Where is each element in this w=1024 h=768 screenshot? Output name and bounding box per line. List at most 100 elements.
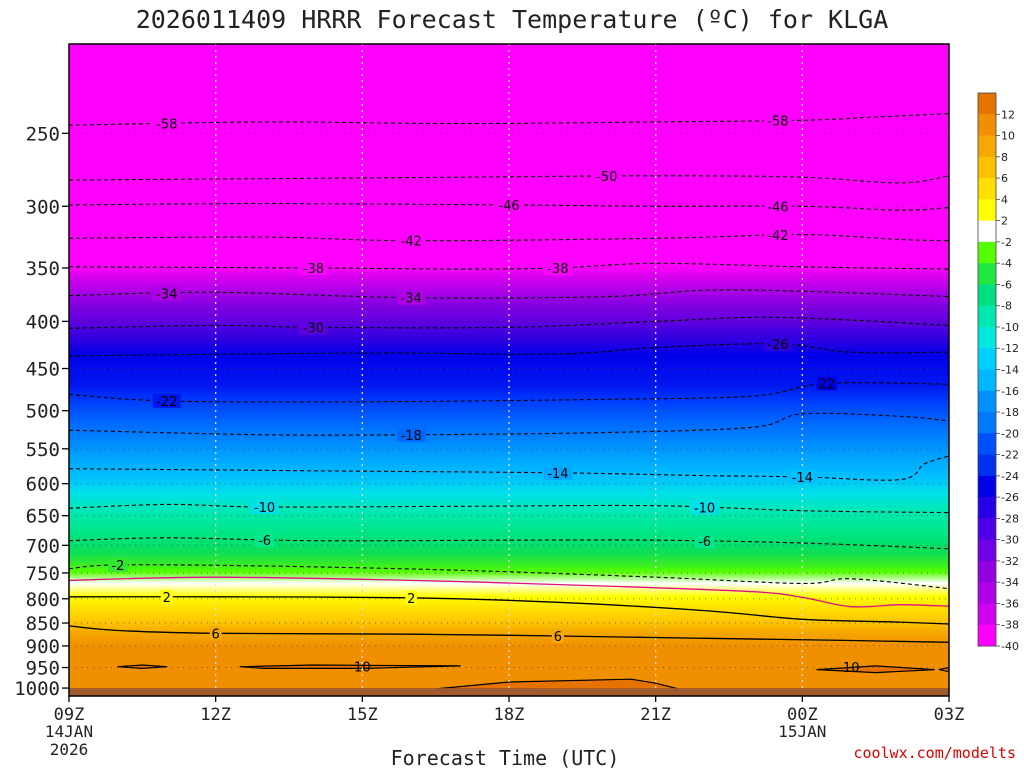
contour-label--34-1: -34 [401, 292, 422, 307]
contour-label--34-0: -34 [156, 287, 177, 302]
credit-link[interactable]: coolwx.com/modelts [853, 744, 1016, 762]
island-10-2 [816, 665, 935, 674]
y-tick-label-350: 350 [26, 258, 60, 280]
colorbar-swatch-25 [978, 624, 996, 647]
contour-label-bg--14-1 [788, 469, 817, 484]
contour-label-bg--58-1 [763, 113, 792, 128]
contour-label-bg--6-0 [254, 532, 275, 547]
colorbar-swatch-4 [978, 178, 996, 200]
colorbar-label--38: -38 [1001, 619, 1019, 632]
colorbar-swatch-22 [978, 560, 996, 583]
contour-line-2 [69, 596, 949, 625]
contour-label--38-1: -38 [547, 262, 568, 277]
contour-label-bg-6-1 [551, 629, 564, 644]
y-tick-label-600: 600 [26, 474, 60, 496]
colorbar-swatch-0 [978, 93, 996, 115]
contour-label--22-0: -22 [156, 395, 177, 410]
contour-label-bg--46-1 [763, 199, 792, 214]
y-tick-label-750: 750 [26, 563, 60, 585]
colorbar-label--28: -28 [1001, 512, 1019, 525]
colorbar-swatch-16 [978, 433, 996, 455]
colorbar-label--22: -22 [1001, 449, 1019, 462]
grid-layer [69, 44, 949, 696]
contour-label--42-0: -42 [401, 235, 422, 250]
colorbar-label--24: -24 [1001, 470, 1019, 483]
colorbar: 12 10 8 6 4 2 -2 -4 -6 -8 -10 -12 -14 -16 -18 -20 -22 -24… [977, 92, 1019, 653]
contour-label--46-1: -46 [767, 200, 788, 215]
contour-label-bg--26-0 [763, 336, 792, 351]
colorbar-label--32: -32 [1001, 555, 1019, 568]
contour-line--26 [69, 343, 949, 357]
y-tick-label-800: 800 [26, 589, 60, 611]
x-tick-date-09Z: 14JAN [45, 722, 93, 741]
x-tick-label-00Z: 00Z [787, 705, 818, 725]
y-tick-label-500: 500 [26, 401, 60, 423]
colorbar-label-2: 2 [1001, 215, 1008, 228]
contour-label--14-1: -14 [792, 471, 813, 486]
colorbar-swatch-9 [978, 284, 996, 307]
colorbar-label--8: -8 [1001, 300, 1012, 313]
colorbar-swatch-10 [978, 305, 996, 328]
colorbar-label--16: -16 [1001, 385, 1019, 398]
colorbar-label--20: -20 [1001, 427, 1019, 440]
island-label-10-1: 10 [843, 661, 860, 676]
x-axis-label: Forecast Time (UTC) [391, 746, 620, 768]
x-tick-label-18Z: 18Z [494, 705, 525, 725]
colorbar-swatch-11 [978, 326, 996, 349]
colorbar-swatch-3 [978, 156, 996, 179]
colorbar-swatch-6 [978, 220, 996, 243]
contour-label--14-0: -14 [547, 467, 568, 482]
contour-label--6-1: -6 [698, 535, 711, 550]
x-tick-year-09Z: 2026 [50, 740, 89, 759]
colorbar-label-6: 6 [1001, 172, 1008, 185]
colorbar-swatch-15 [978, 412, 996, 434]
colorbar-label--30: -30 [1001, 534, 1019, 547]
contour-label-bg--22-0 [152, 393, 181, 408]
contour-label--46-0: -46 [498, 199, 519, 214]
colorbar-swatch-5 [978, 199, 996, 222]
colorbar-label--26: -26 [1001, 491, 1019, 504]
contour-label--6-0: -6 [258, 534, 271, 549]
colorbar-swatch-17 [978, 454, 996, 477]
contour-label-bg-2-0 [160, 589, 173, 604]
contour-label-bg--10-0 [250, 499, 279, 514]
colorbar-label--40: -40 [1001, 640, 1019, 653]
contour-label-2-0: 2 [163, 591, 171, 606]
colorbar-label--10: -10 [1001, 321, 1019, 334]
contour-label-6-0: 6 [212, 627, 220, 642]
contour-label--26-0: -26 [767, 338, 788, 353]
colorbar-swatch-24 [978, 603, 996, 626]
colorbar-label-4: 4 [1001, 193, 1008, 206]
colorbar-swatch-8 [978, 263, 996, 285]
contour-label-bg--46-0 [495, 197, 523, 212]
colorbar-label--12: -12 [1001, 342, 1019, 355]
colorbar-label--36: -36 [1001, 597, 1019, 610]
colorbar-label--18: -18 [1001, 406, 1019, 419]
y-tick-label-1000: 1000 [14, 678, 60, 700]
colorbar-swatch-12 [978, 348, 996, 370]
contour-label-bg--50-0 [592, 169, 621, 184]
contour-line--58 [69, 113, 949, 126]
colorbar-swatch-21 [978, 539, 996, 562]
contour-label--22-1: 22 [819, 377, 836, 392]
contour-label-bg--30-0 [299, 320, 328, 335]
contour-label-bg--34-1 [397, 290, 426, 305]
contour-line--18 [69, 412, 949, 436]
contour-label-bg--18-0 [397, 427, 426, 442]
colorbar-swatch-23 [978, 582, 996, 604]
x-tick-label-03Z: 03Z [934, 705, 965, 725]
chart-title: 2026011409 HRRR Forecast Temperature (ºC… [136, 5, 889, 34]
colorbar-swatch-7 [978, 241, 996, 264]
y-tick-label-900: 900 [26, 636, 60, 658]
colorbar-label-12: 12 [1001, 108, 1015, 121]
contour-label-6-1: 6 [554, 630, 562, 645]
contour-label--58-1: -58 [767, 115, 788, 130]
colorbar-label--4: -4 [1001, 257, 1012, 270]
contour-line--42 [69, 234, 949, 242]
contour-layer: -58 -58-50-46 -46-42 -42-38 -38-34 -34-30-26-… [69, 113, 949, 645]
contour-label--42-1: -42 [767, 229, 788, 244]
contour-label-bg-2-1 [405, 590, 418, 605]
contour-line--46 [69, 203, 949, 211]
